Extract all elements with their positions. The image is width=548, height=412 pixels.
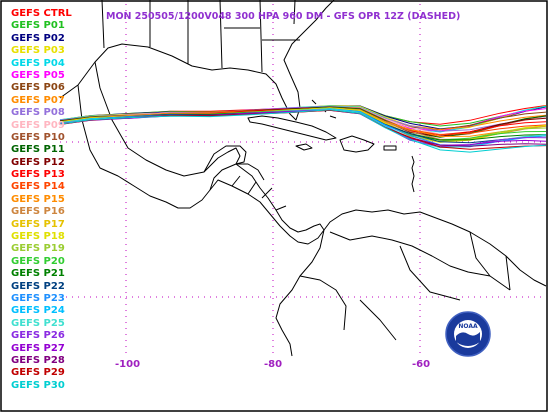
legend-item: GEFS P26 xyxy=(11,330,65,342)
legend-item: GEFS P04 xyxy=(11,57,65,69)
graticule xyxy=(60,4,546,356)
legend-item: GEFS P24 xyxy=(11,305,65,317)
legend-item: GEFS P15 xyxy=(11,193,65,205)
south-america-west xyxy=(275,229,325,357)
legend-item: GEFS P06 xyxy=(11,82,65,94)
legend-item: GEFS P27 xyxy=(11,342,65,354)
legend-item: GEFS P25 xyxy=(11,317,65,329)
legend-item: GEFS P28 xyxy=(11,354,65,366)
noaa-logo: NOAA xyxy=(445,311,491,357)
legend-item: GEFS P01 xyxy=(11,20,65,32)
central-america-borders xyxy=(231,175,287,211)
lesser-antilles xyxy=(411,155,415,193)
contour-lines xyxy=(59,105,547,153)
gulf-coast xyxy=(59,0,335,121)
cuba xyxy=(247,115,337,141)
legend-item: GEFS P07 xyxy=(11,94,65,106)
jamaica xyxy=(295,143,313,151)
legend-item: GEFS P10 xyxy=(11,131,65,143)
member-legend: GEFS CTRL GEFS P01 GEFS P02 GEFS P03 GEFS P0… xyxy=(11,8,72,392)
legend-item: GEFS P21 xyxy=(11,268,65,280)
legend-item: GEFS P05 xyxy=(11,69,65,81)
legend-item: GEFS P30 xyxy=(11,379,65,391)
legend-item: GEFS P29 xyxy=(11,367,65,379)
legend-item: GEFS P16 xyxy=(11,206,65,218)
sa-borders xyxy=(299,231,511,341)
legend-item: GEFS P18 xyxy=(11,231,65,243)
hispaniola xyxy=(339,135,375,153)
legend-item: GEFS P09 xyxy=(11,119,65,131)
noaa-logo-text: NOAA xyxy=(458,323,478,330)
south-america-coast xyxy=(323,209,547,287)
legend-item: GEFS P19 xyxy=(11,243,65,255)
yucatan xyxy=(203,145,247,173)
legend-item: GEFS P20 xyxy=(11,255,65,267)
legend-item: GEFS CTRL xyxy=(11,8,72,19)
lon-label-80w: -80 xyxy=(264,359,283,370)
mexico-gulf-coast xyxy=(94,61,241,177)
legend-item: GEFS P03 xyxy=(11,45,65,57)
legend-item: GEFS P02 xyxy=(11,32,65,44)
legend-item: GEFS P12 xyxy=(11,156,65,168)
central-america xyxy=(209,163,325,245)
legend-item: GEFS P08 xyxy=(11,107,65,119)
lon-label-60w: -60 xyxy=(412,359,431,370)
legend-item: GEFS P14 xyxy=(11,181,65,193)
contour-member xyxy=(59,109,547,153)
state-borders xyxy=(101,0,300,73)
legend-item: GEFS P13 xyxy=(11,169,65,181)
legend-item: GEFS P11 xyxy=(11,144,65,156)
lon-label-100w: -100 xyxy=(115,359,141,370)
legend-item: GEFS P17 xyxy=(11,218,65,230)
legend-item: GEFS P22 xyxy=(11,280,65,292)
puerto-rico xyxy=(383,145,397,151)
page-title: MON 250505/1200V048 300 HPA 960 DM - GFS… xyxy=(106,11,461,22)
legend-item: GEFS P23 xyxy=(11,292,65,304)
coastlines xyxy=(59,0,547,357)
